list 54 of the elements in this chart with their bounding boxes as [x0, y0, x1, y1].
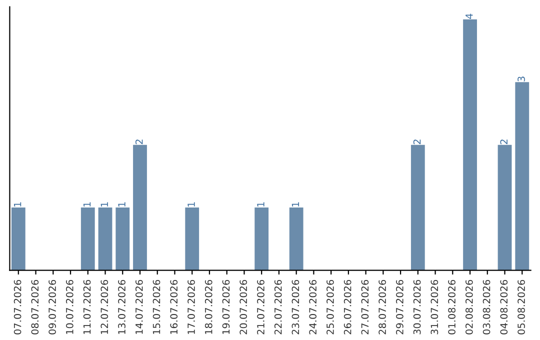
bar [515, 82, 530, 270]
x-tick-label: 14.07.2026 [135, 280, 143, 334]
bar [133, 144, 147, 270]
x-tick-label: 24.07.2026 [309, 280, 317, 334]
x-tick-label: 18.07.2026 [204, 280, 212, 334]
data-label: 4 [466, 14, 473, 19]
data-label: 1 [100, 202, 108, 206]
data-label: 1 [14, 202, 22, 206]
x-tick-label: 30.07.2026 [413, 280, 421, 334]
x-tick-label: 31.07.2026 [430, 280, 438, 334]
bar [98, 208, 112, 270]
bar [116, 208, 130, 270]
x-tick-label: 02.08.2026 [465, 280, 473, 334]
data-label: 1 [118, 202, 126, 206]
x-tick-label: 28.07.2026 [378, 280, 386, 334]
data-label: 2 [135, 140, 143, 144]
x-tick-label: 11.07.2026 [83, 280, 91, 334]
data-label: 2 [500, 140, 508, 144]
x-tick-label: 17.07.2026 [188, 280, 195, 334]
x-tick-label: 27.07.2026 [361, 280, 369, 334]
x-tick-label: 08.07.2026 [31, 280, 39, 334]
x-tick-label: 23.07.2026 [292, 280, 300, 334]
x-tick-label: 20.07.2026 [240, 280, 248, 334]
data-label: 1 [83, 202, 91, 206]
x-tick-label: 01.08.2026 [448, 280, 456, 334]
x-tick-label: 04.08.2026 [500, 280, 508, 334]
x-tick-label: 09.07.2026 [48, 280, 56, 334]
x-tick-label: 16.07.2026 [170, 280, 178, 334]
data-label: 1 [257, 202, 264, 206]
x-tick-label: 29.07.2026 [396, 280, 404, 334]
x-tick-label: 21.07.2026 [257, 280, 264, 334]
bar [11, 208, 26, 270]
bar [410, 144, 425, 270]
bar [254, 208, 269, 270]
x-tick-label: 10.07.2026 [66, 280, 74, 334]
x-tick-label: 22.07.2026 [274, 280, 282, 334]
x-tick-label: 25.07.2026 [326, 280, 334, 334]
x-tick-label: 15.07.2026 [152, 280, 160, 334]
bar [289, 208, 304, 270]
bar [498, 144, 512, 270]
bar [80, 208, 95, 270]
x-tick-label: 03.08.2026 [482, 280, 490, 334]
bar [185, 208, 200, 270]
x-tick-label: 05.08.2026 [518, 280, 525, 334]
data-label: 1 [292, 202, 300, 206]
x-tick-label: 13.07.2026 [118, 280, 126, 334]
x-tick-label: 19.07.2026 [222, 280, 230, 334]
x-tick-label: 12.07.2026 [100, 280, 108, 334]
x-tick-label: 07.07.2026 [14, 280, 22, 334]
data-label: 2 [413, 140, 421, 144]
data-label: 1 [188, 202, 195, 206]
bar [463, 19, 477, 270]
data-label: 3 [518, 76, 525, 82]
x-tick-label: 26.07.2026 [344, 280, 352, 334]
